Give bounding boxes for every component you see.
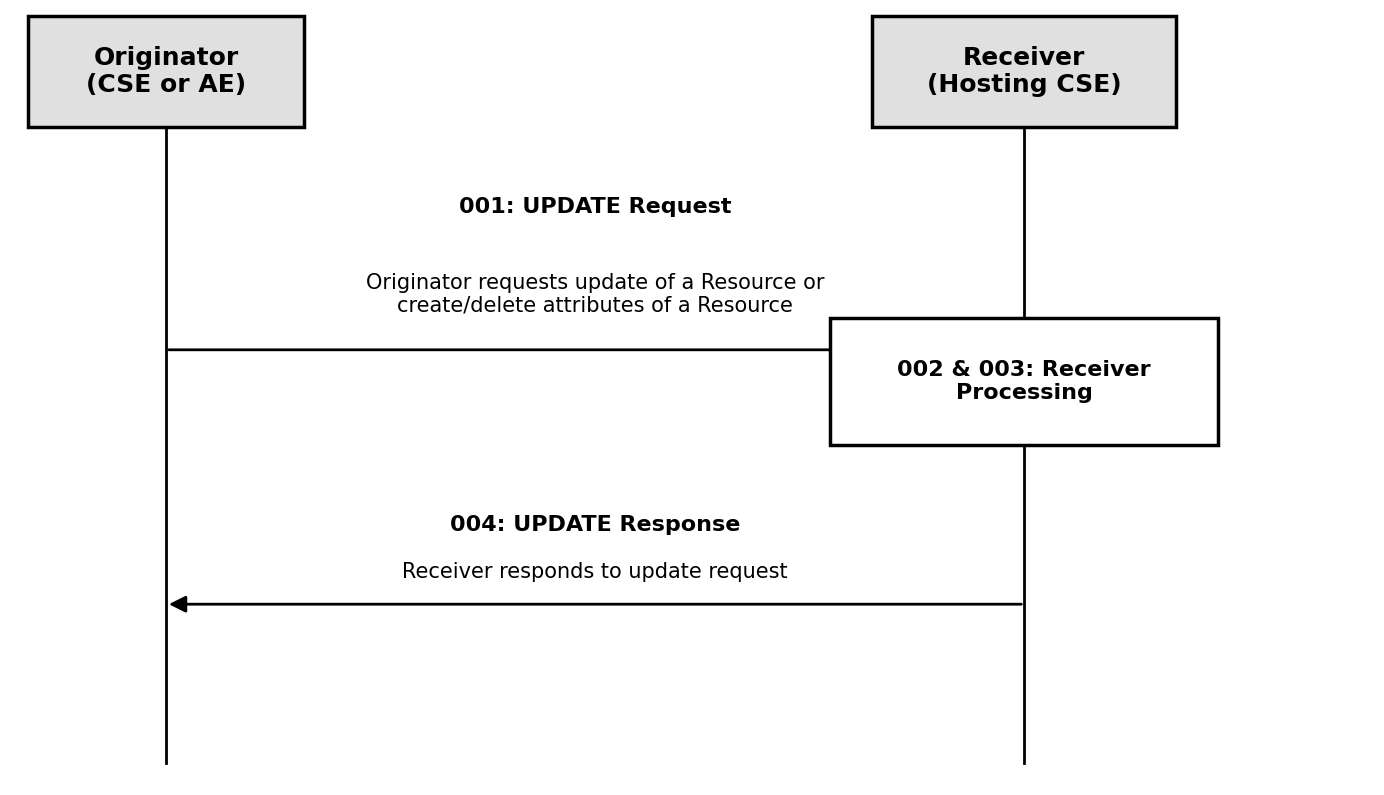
Text: 004: UPDATE Response: 004: UPDATE Response: [450, 514, 740, 535]
Bar: [872, 16, 1176, 127]
Bar: [28, 16, 304, 127]
Text: 002 & 003: Receiver
Processing: 002 & 003: Receiver Processing: [897, 360, 1151, 403]
Text: Originator requests update of a Resource or
create/delete attributes of a Resour: Originator requests update of a Resource…: [365, 273, 825, 316]
Text: Receiver responds to update request: Receiver responds to update request: [403, 562, 787, 583]
Text: Receiver
(Hosting CSE): Receiver (Hosting CSE): [927, 45, 1121, 98]
Text: Originator
(CSE or AE): Originator (CSE or AE): [86, 45, 246, 98]
Bar: [830, 318, 1218, 445]
Text: 001: UPDATE Request: 001: UPDATE Request: [459, 196, 731, 217]
